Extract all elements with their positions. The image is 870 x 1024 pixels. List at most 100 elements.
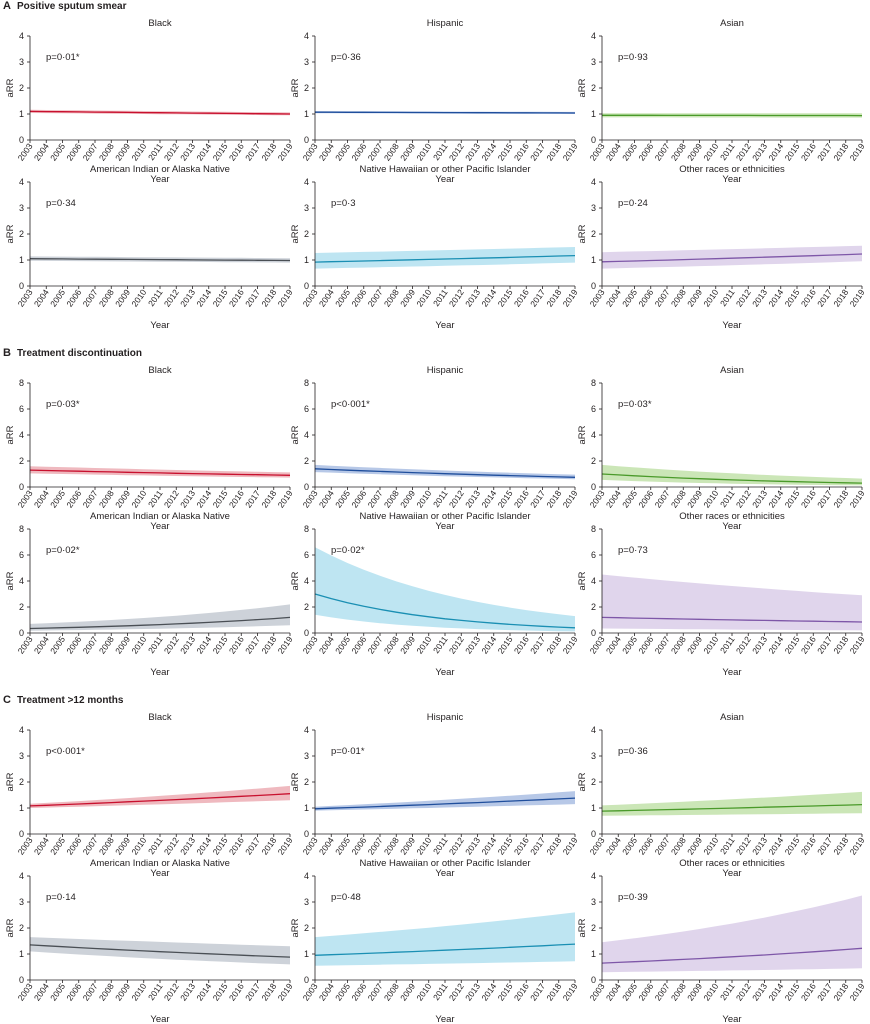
x-tick-label: 2004 bbox=[317, 488, 336, 509]
y-tick-label: 2 bbox=[591, 229, 596, 239]
x-tick-label: 2004 bbox=[32, 488, 51, 509]
x-tick-label: 2013 bbox=[750, 141, 769, 162]
y-tick-label: 0 bbox=[591, 135, 596, 145]
x-tick-label: 2004 bbox=[604, 981, 623, 1002]
x-tick-label: 2015 bbox=[783, 835, 802, 856]
x-tick-label: 2007 bbox=[366, 287, 385, 308]
x-tick-label: 2004 bbox=[604, 488, 623, 509]
y-tick-label: 8 bbox=[304, 524, 309, 534]
x-tick-label: 2012 bbox=[447, 141, 466, 162]
y-tick-label: 3 bbox=[19, 897, 24, 907]
x-tick-label: 2010 bbox=[414, 141, 433, 162]
x-axis-label: Year bbox=[722, 174, 741, 185]
x-tick-label: 2019 bbox=[276, 488, 295, 509]
x-tick-label: 2011 bbox=[431, 141, 450, 162]
x-tick-label: 2004 bbox=[317, 981, 336, 1002]
x-axis-label: Year bbox=[435, 174, 454, 185]
y-tick-label: 4 bbox=[19, 430, 24, 440]
y-tick-label: 0 bbox=[19, 975, 24, 985]
y-axis-label: aRR bbox=[5, 78, 16, 97]
confidence-band bbox=[30, 937, 290, 965]
confidence-band bbox=[315, 464, 575, 480]
x-tick-label: 2015 bbox=[783, 488, 802, 509]
x-tick-label: 2004 bbox=[604, 634, 623, 655]
x-tick-label: 2012 bbox=[447, 488, 466, 509]
x-tick-label: 2012 bbox=[447, 287, 466, 308]
x-tick-label: 2018 bbox=[544, 835, 563, 856]
p-value: p=0·93 bbox=[618, 52, 648, 63]
x-tick-label: 2006 bbox=[636, 634, 655, 655]
x-tick-label: 2019 bbox=[561, 488, 580, 509]
p-value: p=0·03* bbox=[46, 399, 80, 410]
x-tick-label: 2009 bbox=[685, 287, 704, 308]
x-tick-label: 2018 bbox=[259, 634, 278, 655]
x-tick-label: 2015 bbox=[496, 141, 515, 162]
x-tick-label: 2011 bbox=[718, 981, 737, 1002]
panel-title: Native Hawaiian or other Pacific Islande… bbox=[359, 511, 530, 522]
x-tick-label: 2013 bbox=[178, 981, 197, 1002]
x-tick-label: 2009 bbox=[685, 981, 704, 1002]
y-tick-label: 2 bbox=[591, 83, 596, 93]
y-axis-label: aRR bbox=[577, 425, 588, 444]
x-tick-label: 2011 bbox=[718, 287, 737, 308]
panel-title: American Indian or Alaska Native bbox=[90, 858, 230, 869]
x-tick-label: 2019 bbox=[561, 141, 580, 162]
x-tick-label: 2005 bbox=[620, 835, 639, 856]
x-tick-label: 2016 bbox=[799, 835, 818, 856]
x-tick-label: 2018 bbox=[831, 287, 850, 308]
x-tick-label: 2018 bbox=[544, 634, 563, 655]
panel-2: Hispanic01234aRR200320042005200620072008… bbox=[290, 712, 580, 879]
x-tick-label: 2010 bbox=[414, 835, 433, 856]
panel-3: Asian01234aRR200320042005200620072008200… bbox=[577, 712, 867, 879]
x-tick-label: 2019 bbox=[848, 835, 867, 856]
x-tick-label: 2015 bbox=[496, 287, 515, 308]
panel-4: American Indian or Alaska Native 0 2 4 6 8 aRR… bbox=[5, 511, 295, 678]
x-tick-label: 2017 bbox=[528, 141, 547, 162]
x-tick-label: 2007 bbox=[366, 835, 385, 856]
x-tick-label: 2010 bbox=[414, 488, 433, 509]
fit-line bbox=[601, 947, 863, 964]
y-tick-label: 8 bbox=[19, 524, 24, 534]
panel-5: Native Hawaiian or other Pacific Islande… bbox=[290, 511, 580, 678]
x-tick-label: 2011 bbox=[718, 634, 737, 655]
fit-line bbox=[314, 943, 576, 956]
x-tick-label: 2012 bbox=[162, 634, 181, 655]
confidence-band bbox=[30, 785, 290, 808]
x-tick-label: 2013 bbox=[750, 488, 769, 509]
x-tick-label: 2006 bbox=[64, 634, 83, 655]
x-tick-label: 2010 bbox=[701, 835, 720, 856]
section-letter: A bbox=[3, 0, 11, 12]
x-tick-label: 2006 bbox=[64, 488, 83, 509]
p-value: p=0·39 bbox=[618, 892, 648, 903]
y-tick-label: 4 bbox=[19, 177, 24, 187]
x-tick-label: 2014 bbox=[766, 981, 785, 1002]
panel-3: Asian01234aRR200320042005200620072008200… bbox=[577, 18, 867, 185]
y-tick-label: 4 bbox=[304, 430, 309, 440]
x-axis-label: Year bbox=[435, 320, 454, 331]
x-tick-label: 2015 bbox=[783, 981, 802, 1002]
y-tick-label: 2 bbox=[304, 83, 309, 93]
y-axis-label: aRR bbox=[5, 918, 16, 937]
y-axis-label: aRR bbox=[5, 571, 16, 590]
x-tick-label: 2013 bbox=[750, 287, 769, 308]
p-value: p=0·01* bbox=[331, 746, 365, 757]
x-tick-label: 2005 bbox=[620, 488, 639, 509]
x-tick-label: 2005 bbox=[48, 287, 67, 308]
x-tick-label: 2006 bbox=[64, 835, 83, 856]
fit-line bbox=[314, 254, 576, 263]
x-tick-label: 2007 bbox=[653, 488, 672, 509]
x-tick-label: 2015 bbox=[211, 981, 230, 1002]
y-tick-label: 4 bbox=[304, 31, 309, 41]
x-axis-label: Year bbox=[435, 521, 454, 532]
panel-2: Hispanic02468aRR200320042005200620072008… bbox=[290, 365, 580, 532]
panel-title: Black bbox=[148, 365, 171, 376]
x-tick-label: 2012 bbox=[447, 981, 466, 1002]
x-tick-label: 2004 bbox=[317, 634, 336, 655]
x-axis-label: Year bbox=[722, 521, 741, 532]
x-tick-label: 2010 bbox=[129, 981, 148, 1002]
fit-line bbox=[601, 803, 863, 812]
x-tick-label: 2018 bbox=[259, 488, 278, 509]
x-tick-label: 2011 bbox=[718, 488, 737, 509]
x-tick-label: 2019 bbox=[848, 488, 867, 509]
y-tick-label: 3 bbox=[19, 57, 24, 67]
